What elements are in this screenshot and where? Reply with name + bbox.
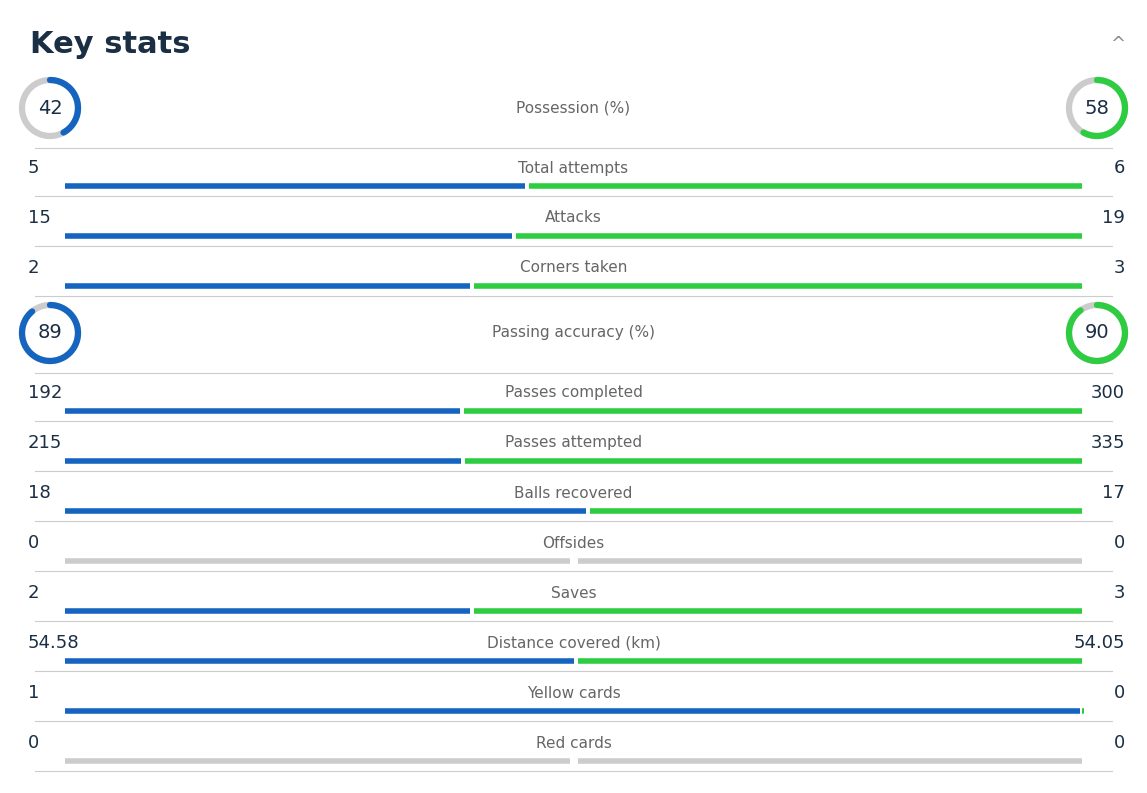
Text: Balls recovered: Balls recovered [514,485,633,500]
Text: Passing accuracy (%): Passing accuracy (%) [492,325,655,340]
Text: 5: 5 [28,159,39,177]
Text: Saves: Saves [551,585,596,600]
Text: 58: 58 [1085,98,1109,117]
Text: Red cards: Red cards [536,735,611,750]
Text: Passes completed: Passes completed [505,385,642,400]
Text: Key stats: Key stats [30,30,190,59]
Text: 0: 0 [1114,734,1125,752]
Text: Yellow cards: Yellow cards [526,685,621,700]
Text: 2: 2 [28,259,39,277]
Text: 0: 0 [1114,534,1125,552]
Text: 0: 0 [28,734,39,752]
Text: 0: 0 [1114,684,1125,702]
Text: Offsides: Offsides [543,535,604,550]
Text: 0: 0 [28,534,39,552]
Text: ^: ^ [1110,35,1125,53]
Text: 300: 300 [1091,384,1125,402]
Text: Distance covered (km): Distance covered (km) [486,635,661,650]
Text: 3: 3 [1114,259,1125,277]
Text: 19: 19 [1102,209,1125,227]
Text: 18: 18 [28,484,50,502]
Text: 215: 215 [28,434,62,452]
Text: 54.58: 54.58 [28,634,79,652]
Text: 192: 192 [28,384,62,402]
Text: 6: 6 [1114,159,1125,177]
Text: 1: 1 [28,684,39,702]
Text: Total attempts: Total attempts [518,160,629,175]
Text: Corners taken: Corners taken [520,260,627,275]
Text: Attacks: Attacks [545,210,602,225]
Text: 2: 2 [28,584,39,602]
Text: 90: 90 [1085,324,1109,343]
Text: 54.05: 54.05 [1074,634,1125,652]
Text: 89: 89 [38,324,62,343]
Text: 3: 3 [1114,584,1125,602]
Text: 335: 335 [1091,434,1125,452]
Text: Passes attempted: Passes attempted [505,435,642,450]
Text: 15: 15 [28,209,50,227]
Text: 17: 17 [1102,484,1125,502]
Text: 42: 42 [38,98,62,117]
Text: Possession (%): Possession (%) [516,101,631,116]
